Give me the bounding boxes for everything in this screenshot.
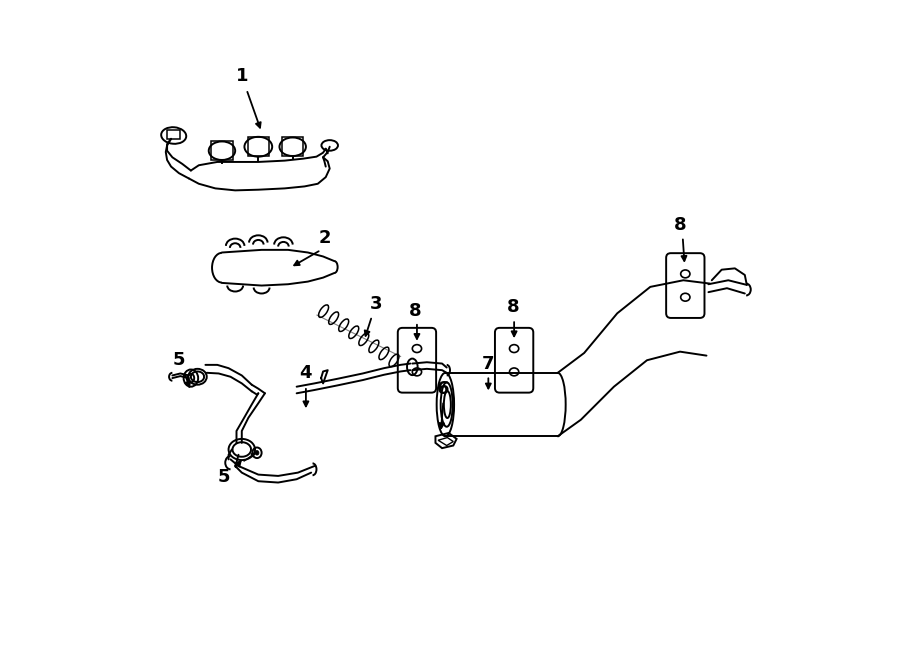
Text: 2: 2 (319, 229, 330, 247)
Text: 6: 6 (437, 379, 450, 398)
Text: 8: 8 (410, 301, 422, 320)
Text: 5: 5 (218, 468, 230, 486)
Text: 7: 7 (482, 354, 495, 373)
Text: 3: 3 (370, 295, 382, 313)
Text: 8: 8 (507, 298, 519, 317)
Text: 1: 1 (236, 67, 248, 85)
Text: 5: 5 (173, 351, 185, 369)
Text: 8: 8 (674, 215, 687, 234)
Ellipse shape (255, 451, 259, 455)
Text: 4: 4 (300, 364, 312, 383)
